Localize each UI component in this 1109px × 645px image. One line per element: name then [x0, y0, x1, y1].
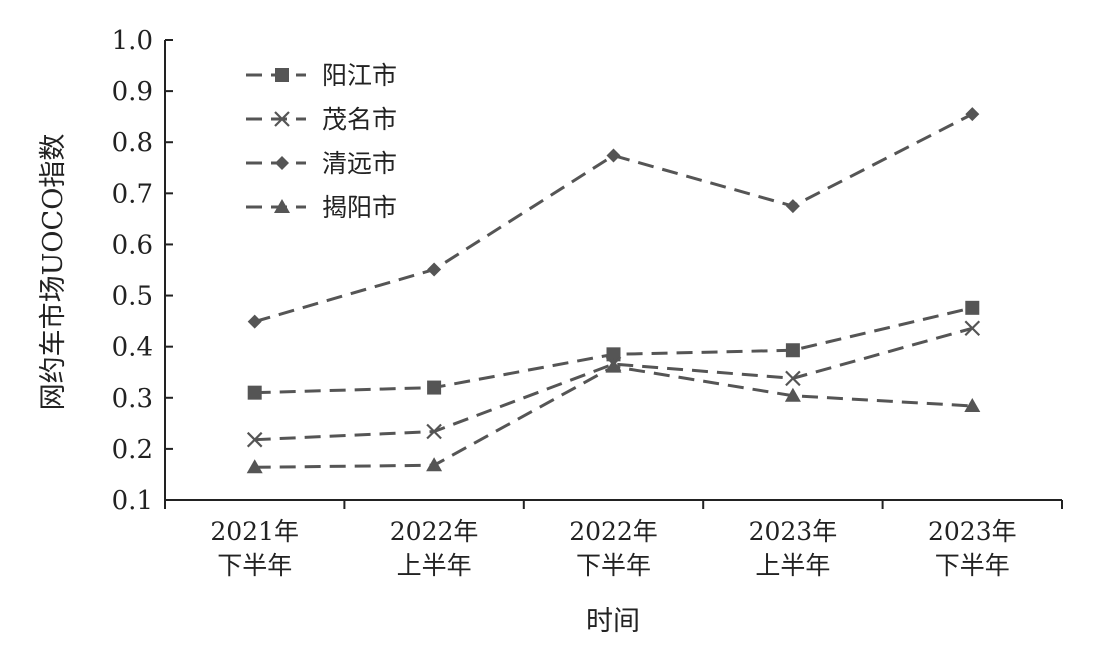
- series-line: [254, 112, 973, 324]
- y-tick-label: 0.5: [112, 282, 153, 312]
- data-point: [426, 457, 443, 472]
- series-3: [247, 107, 980, 329]
- x-tick-label: 2021年: [210, 517, 299, 546]
- data-point: [247, 385, 262, 400]
- data-point: [606, 347, 621, 362]
- data-point: [964, 320, 981, 337]
- data-point: [246, 431, 263, 448]
- series-layer: [246, 107, 981, 474]
- y-tick-label: 0.3: [112, 384, 153, 414]
- legend-marker: [274, 111, 290, 127]
- x-tick-label: 2022年: [569, 517, 658, 546]
- legend-label: 清远市: [322, 149, 397, 178]
- series-2: [246, 320, 981, 448]
- x-tick-label: 下半年: [935, 551, 1010, 580]
- legend-marker: [275, 68, 289, 82]
- data-point: [784, 387, 801, 402]
- x-tick-label: 上半年: [397, 551, 472, 580]
- legend-label: 茂名市: [322, 105, 397, 134]
- legend-item: 茂名市: [246, 105, 397, 134]
- series-line: [254, 326, 973, 442]
- legend-marker: [274, 199, 290, 213]
- legend-item: 清远市: [246, 149, 397, 178]
- x-marker-stroke: [426, 423, 442, 440]
- series-1: [247, 300, 980, 400]
- x-marker-stroke: [964, 320, 981, 337]
- x-tick-label: 2023年: [928, 517, 1017, 546]
- x-tick-label: 下半年: [217, 551, 292, 580]
- legend-label: 阳江市: [322, 61, 397, 90]
- x-tick-label: 2023年: [749, 517, 838, 546]
- x-tick-label: 上半年: [755, 551, 830, 580]
- y-tick-label: 0.1: [112, 486, 153, 516]
- x-marker-stroke: [246, 431, 263, 448]
- data-point: [426, 423, 442, 440]
- data-point: [964, 397, 981, 412]
- series-line: [254, 365, 973, 469]
- y-tick-label: 0.9: [112, 77, 153, 107]
- legend-item: 揭阳市: [246, 193, 397, 222]
- data-point: [246, 459, 263, 474]
- data-point: [605, 358, 622, 373]
- data-point: [785, 370, 801, 387]
- x-tick-label: 下半年: [576, 551, 651, 580]
- y-tick-label: 0.2: [112, 435, 153, 465]
- legend-label: 揭阳市: [322, 193, 397, 222]
- legend-marker: [275, 156, 289, 170]
- x-axis-title: 时间: [586, 606, 640, 637]
- y-tick-label: 0.4: [112, 333, 153, 363]
- data-point: [785, 199, 800, 214]
- x-tick-label: 2022年: [390, 517, 479, 546]
- y-tick-label: 0.6: [112, 230, 153, 260]
- legend-item: 阳江市: [246, 61, 397, 90]
- data-point: [965, 107, 980, 122]
- data-point: [427, 380, 442, 395]
- x-marker-stroke: [785, 370, 801, 387]
- x-marker-stroke: [274, 111, 290, 127]
- y-tick-label: 0.7: [112, 179, 153, 209]
- series-4: [246, 358, 981, 474]
- data-point: [427, 262, 442, 277]
- y-tick-label: 1.0: [112, 26, 153, 56]
- data-point: [606, 148, 621, 163]
- data-point: [965, 300, 980, 315]
- data-point: [785, 343, 800, 358]
- data-point: [247, 314, 262, 329]
- y-axis-title: 网约车市场UOCO指数: [38, 134, 69, 411]
- y-tick-label: 0.8: [112, 128, 153, 158]
